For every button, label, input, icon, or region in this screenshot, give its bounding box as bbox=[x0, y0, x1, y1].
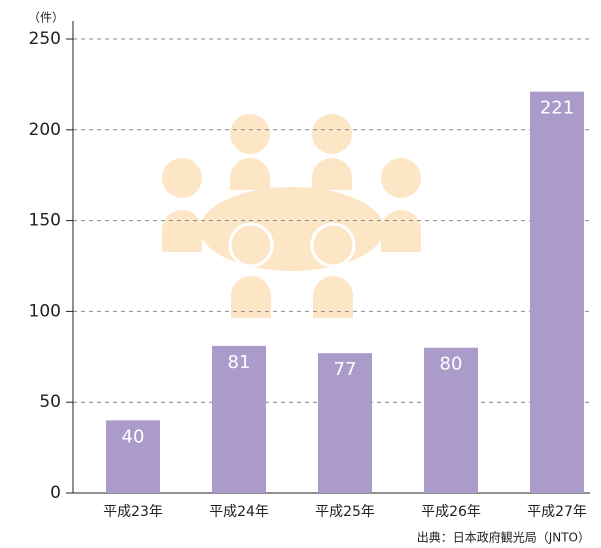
y-tick-label: 0 bbox=[50, 483, 61, 503]
meeting-illustration bbox=[162, 114, 421, 318]
y-tick-label: 50 bbox=[39, 392, 61, 412]
chart: （件） 出典：日本政府観光局（JNTO） 0 50 100 150 200 250 平成23… bbox=[0, 0, 601, 548]
x-tick-label: 平成27年 bbox=[527, 504, 587, 520]
y-tick-label: 250 bbox=[29, 29, 61, 49]
y-tick-label: 100 bbox=[29, 301, 61, 321]
source: 出典：日本政府観光局（JNTO） bbox=[417, 530, 590, 545]
x-tick-label: 平成25年 bbox=[315, 504, 375, 520]
value-label: 77 bbox=[334, 359, 357, 380]
value-label: 221 bbox=[540, 98, 574, 119]
value-label: 40 bbox=[122, 426, 145, 447]
bar bbox=[530, 92, 584, 493]
y-tick-label: 150 bbox=[29, 211, 61, 231]
value-label: 80 bbox=[440, 354, 463, 375]
x-tick-label: 平成26年 bbox=[421, 504, 481, 520]
x-tick-label: 平成23年 bbox=[103, 504, 163, 520]
x-tick-label: 平成24年 bbox=[209, 504, 269, 520]
y-tick-label: 200 bbox=[29, 120, 61, 140]
unit-label: （件） bbox=[28, 11, 64, 25]
value-label: 81 bbox=[228, 352, 251, 373]
